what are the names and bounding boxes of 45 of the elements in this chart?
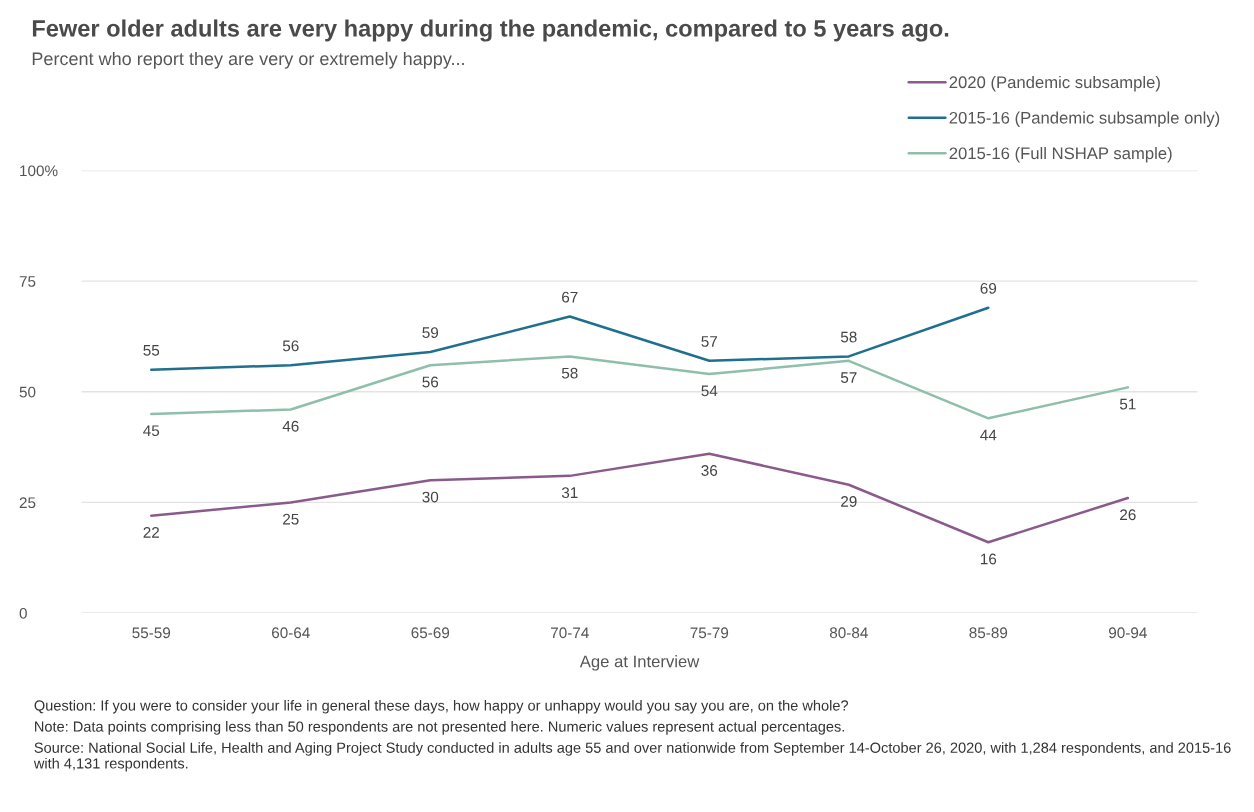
data-label: 45 [143, 425, 160, 437]
data-label: 58 [561, 367, 578, 379]
chart-subtitle: Percent who report they are very or extremely happy... [32, 51, 464, 69]
data-label: 44 [980, 429, 997, 441]
data-label: 59 [422, 327, 439, 339]
y-tick-label: 0 [19, 607, 27, 619]
y-tick-label: 75 [19, 276, 36, 287]
x-tick-label: 55-59 [132, 627, 171, 639]
x-tick-label: 60-64 [272, 627, 310, 639]
y-tick-label: 100% [20, 165, 58, 177]
data-label: 25 [283, 513, 299, 525]
x-tick-label: 70-74 [551, 627, 589, 639]
y-tick-label: 25 [19, 497, 36, 509]
data-label: 30 [422, 491, 439, 503]
text: Note: Data points comprising less than 50 respondents are not presented here. Numeric values represent actual percentages. [35, 721, 844, 735]
data-label: 29 [841, 496, 857, 507]
data-label: 58 [840, 331, 857, 343]
data-label: 56 [282, 340, 299, 352]
data-label: 26 [1120, 509, 1136, 521]
data-label: 54 [701, 385, 718, 397]
x-tick-label: 65-69 [411, 627, 450, 639]
x-tick-label: 85-89 [969, 627, 1008, 639]
data-label: 57 [701, 336, 718, 347]
data-label: 67 [562, 291, 578, 303]
x-tick-label: 90-94 [1109, 627, 1147, 639]
data-label: 36 [701, 465, 718, 476]
text: Question: If you were to consider your life in general these days, how happy or unhappy would you say you are, on the whole? [34, 699, 849, 714]
x-tick-label: 75-79 [690, 627, 729, 639]
data-label: 57 [840, 372, 857, 383]
x-axis-title: Age at Interview [579, 655, 700, 671]
chart-title: Fewer older adults are very happy during the pandemic, compared to 5 years ago. [32, 19, 949, 42]
legend-label: 2020 (Pandemic subsample) [949, 75, 1160, 92]
legend-label: 2015-16 (Pandemic subsample only) [949, 111, 1220, 127]
legend-label: 2015-16 (Full NSHAP sample) [949, 146, 1172, 163]
data-label: 51 [1119, 398, 1136, 410]
data-label: 55 [143, 345, 160, 356]
x-tick-label: 80-84 [829, 627, 868, 639]
source-note: Source: National Social Life, Health and Aging Project Study conducted in adults age 55 and over nationwide from September 14-October 26, 2020, with 1,284 respondents, and 2015-16 with 4,131 respondents. [33, 742, 1231, 772]
data-label: 22 [143, 527, 159, 538]
data-label: 31 [561, 487, 578, 499]
y-tick-label: 50 [19, 386, 36, 398]
data-label: 16 [980, 553, 997, 565]
data-label: 69 [980, 282, 997, 294]
data-label: 46 [282, 420, 299, 432]
data-label: 56 [422, 376, 439, 388]
